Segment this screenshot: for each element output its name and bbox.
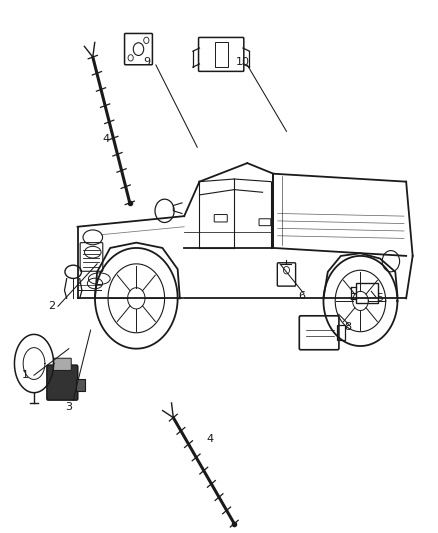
Text: 3: 3: [65, 402, 72, 412]
Text: 9: 9: [144, 58, 151, 67]
Bar: [337, 325, 345, 341]
Text: 4: 4: [207, 434, 214, 444]
FancyBboxPatch shape: [47, 365, 78, 400]
FancyBboxPatch shape: [53, 358, 71, 370]
Text: 4: 4: [102, 134, 110, 144]
Text: 10: 10: [236, 58, 250, 67]
Bar: [77, 379, 85, 391]
Text: 6: 6: [298, 290, 305, 301]
Bar: [356, 283, 378, 303]
Text: 5: 5: [377, 293, 384, 303]
Bar: [215, 42, 228, 67]
Text: 1: 1: [22, 370, 29, 380]
Text: 8: 8: [344, 322, 351, 333]
Text: 2: 2: [48, 301, 55, 311]
